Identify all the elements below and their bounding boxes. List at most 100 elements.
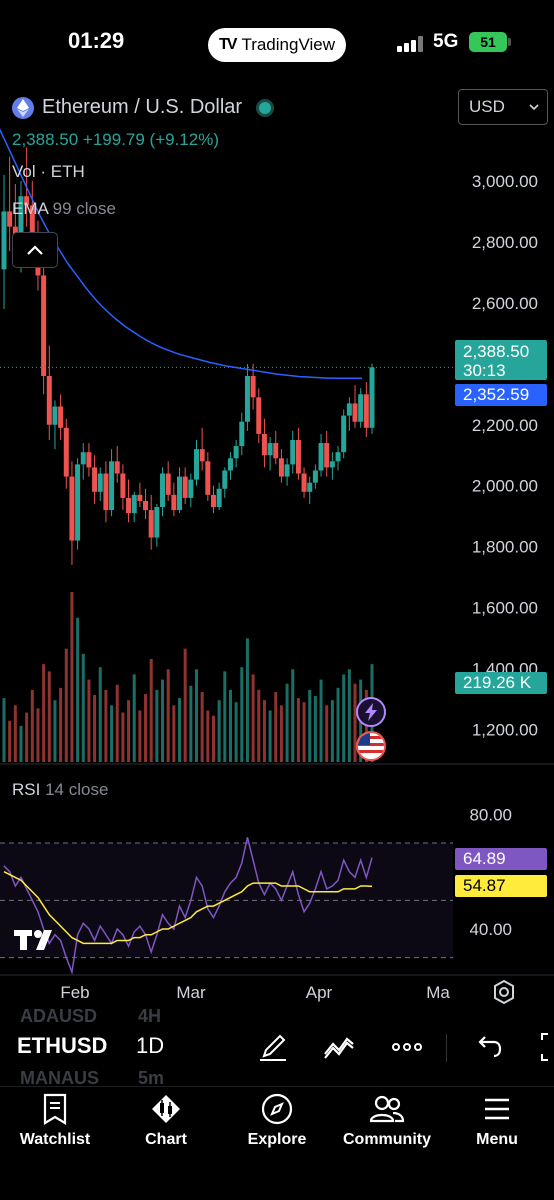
candle-body [193, 449, 199, 480]
volume-bar [19, 725, 23, 762]
rsi-params: 14 close [45, 780, 109, 799]
volume-bar [42, 664, 46, 762]
volume-bar [36, 708, 40, 762]
candle-body [160, 473, 166, 508]
volume-bar [296, 698, 300, 762]
rsi-value-tag: 64.89 [455, 848, 547, 870]
more-options-icon[interactable] [390, 1030, 424, 1064]
bottom-tab-bar: Watchlist Chart Explore Community Menu [0, 1086, 554, 1200]
chevron-down-icon [529, 104, 539, 111]
tab-menu[interactable]: Menu [442, 1093, 552, 1157]
volume-bar [132, 674, 136, 762]
candle-body [46, 376, 52, 425]
candle-body [244, 376, 250, 422]
collapse-legend-button[interactable] [12, 232, 58, 268]
ghost-symbol-above: ADAUSD [20, 1006, 98, 1026]
symbol-title: Ethereum / U.S. Dollar [42, 96, 243, 118]
rsi-legend[interactable]: RSI 14 close [12, 780, 108, 800]
volume-bar [8, 720, 12, 762]
volume-bar [330, 700, 334, 762]
volume-bar [149, 658, 153, 762]
volume-bar [64, 648, 68, 762]
volume-bar [172, 705, 176, 762]
volume-bar [223, 671, 227, 762]
candle-body [103, 473, 109, 511]
undo-icon[interactable] [470, 1030, 504, 1064]
price-axis-tick: 2,000.00 [472, 477, 538, 496]
watchlist-icon [43, 1093, 67, 1125]
volume-bar [98, 667, 102, 762]
time-axis-label: Mar [176, 983, 206, 1002]
rsi-axis-tick: 40.00 [469, 920, 512, 939]
tradingview-pill[interactable]: TV TradingView [208, 28, 346, 62]
candle-body [41, 275, 47, 376]
candle-body [182, 476, 188, 498]
currency-select[interactable]: USD [458, 89, 548, 125]
volume-bar [121, 712, 125, 762]
candle-body [199, 449, 205, 462]
volume-bar [279, 705, 283, 762]
menu-icon [485, 1098, 509, 1120]
tradingview-watermark-icon[interactable] [14, 928, 60, 954]
volume-bar [262, 700, 266, 762]
tab-chart[interactable]: Chart [111, 1093, 221, 1157]
candle-body [369, 367, 375, 428]
candle-body [92, 467, 98, 492]
tab-watchlist[interactable]: Watchlist [0, 1093, 110, 1157]
candle-body [290, 440, 296, 465]
candle-body [7, 211, 13, 227]
symbol-selector[interactable]: ETHUSD [17, 1033, 108, 1058]
candle-body [63, 427, 69, 477]
candle-body [154, 507, 160, 538]
tab-chart-label: Chart [145, 1131, 187, 1148]
candle-body [273, 443, 279, 459]
candle-body [324, 443, 330, 468]
candle-body [346, 403, 352, 416]
indicators-icon[interactable] [322, 1030, 356, 1064]
volume-bar [178, 698, 182, 762]
candle-body [148, 510, 154, 538]
ema-price-tag: 2,352.59 [455, 384, 547, 406]
compass-icon [261, 1093, 293, 1125]
legend-volume[interactable]: Vol · ETH [12, 162, 85, 181]
candle-body [250, 376, 256, 398]
volume-bar [115, 684, 119, 762]
us-flag-event-icon[interactable] [356, 731, 386, 761]
volume-bar [194, 669, 198, 762]
candle-body [86, 452, 92, 468]
candle-body [222, 470, 228, 489]
chart-settings-icon[interactable] [491, 979, 517, 1005]
tab-community[interactable]: Community [332, 1093, 442, 1157]
currency-value: USD [469, 97, 505, 116]
symbol-legend[interactable]: Ethereum / U.S. Dollar [12, 96, 275, 119]
volume-bar [76, 617, 80, 762]
interval-selector[interactable]: 1D [136, 1033, 165, 1058]
candle-body [256, 397, 262, 434]
volume-bar [206, 710, 210, 762]
volume-bar [47, 671, 51, 762]
cellular-signal-icon [397, 36, 423, 52]
candle-body [114, 461, 120, 474]
candle-body [143, 500, 149, 511]
price-axis-tick: 3,000.00 [472, 172, 538, 191]
candle-body [239, 421, 245, 447]
candle-body [312, 470, 318, 483]
tab-explore[interactable]: Explore [222, 1093, 332, 1157]
candle-body [75, 464, 81, 541]
candle-body [216, 488, 222, 508]
bar-countdown: 30:13 [463, 361, 506, 380]
battery-icon: 51 [469, 32, 511, 52]
volume-bar [308, 689, 312, 762]
drawing-tools-icon[interactable] [256, 1030, 290, 1064]
volume-bar [138, 710, 142, 762]
volume-bar [313, 696, 317, 762]
candle-body [363, 394, 369, 428]
volume-bar [87, 679, 91, 762]
fullscreen-icon[interactable] [534, 1030, 554, 1064]
lightning-event-icon[interactable] [356, 697, 386, 727]
price-axis-tick: 2,800.00 [472, 233, 538, 252]
volume-bar [161, 679, 165, 762]
legend-ema[interactable]: EMA 99 close [12, 199, 116, 219]
volume-bar [166, 669, 170, 762]
candle-body [233, 446, 239, 459]
